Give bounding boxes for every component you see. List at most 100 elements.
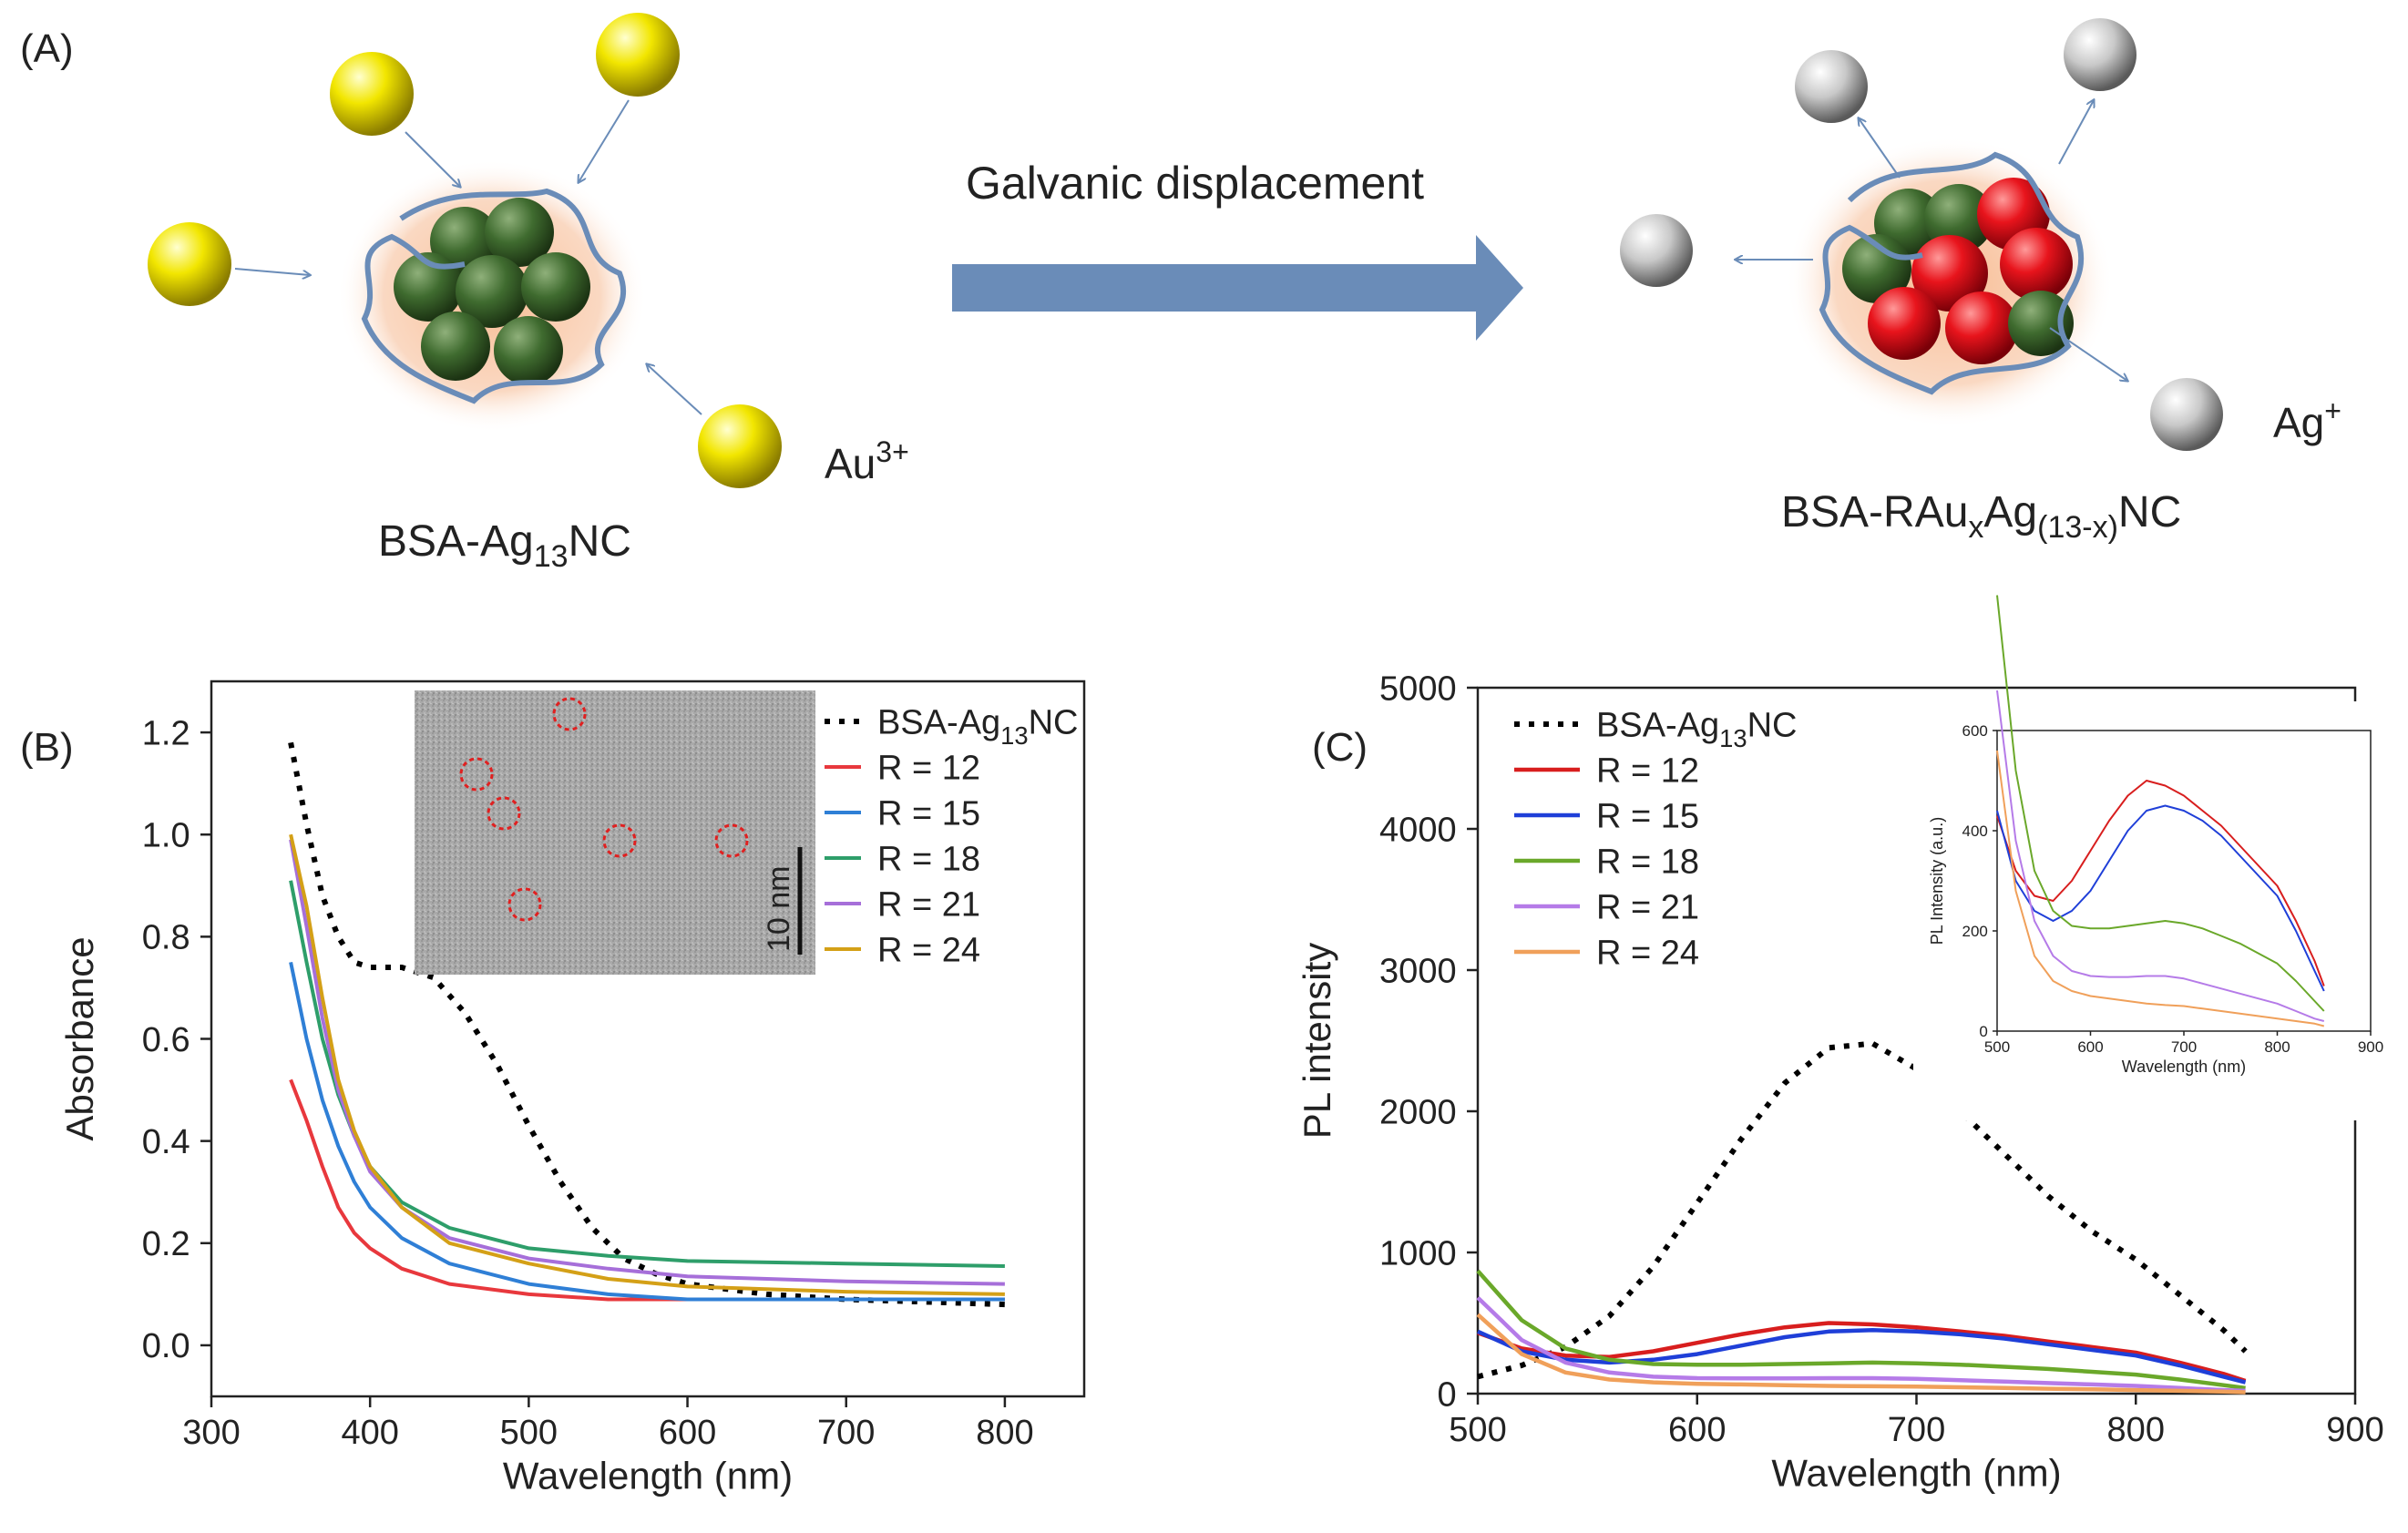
x-tick-label: 800 <box>2264 1038 2290 1056</box>
au-ion <box>330 52 414 136</box>
influx-arrow <box>647 364 702 415</box>
series-line <box>289 961 1005 1302</box>
x-tick-label: 900 <box>2358 1038 2383 1056</box>
tem-inset: 10 nm <box>415 690 815 975</box>
ag-atom <box>394 252 463 322</box>
galvanic-arrow <box>952 235 1523 341</box>
series-line <box>289 833 1005 1296</box>
y-tick-label: 0.8 <box>142 919 190 957</box>
legend-entry: R = 18 <box>877 841 980 879</box>
legend-entry: R = 12 <box>877 750 980 788</box>
series-line <box>1996 595 2325 1012</box>
au-atom <box>1911 235 1988 312</box>
panel-b-label: (B) <box>20 725 74 770</box>
au-atom <box>2000 228 2073 301</box>
x-tick-label: 600 <box>659 1414 716 1452</box>
legend-entry: R = 12 <box>1596 752 1699 791</box>
legend-entry: BSA-Ag13NC <box>877 704 1079 750</box>
series-line <box>1476 1313 2246 1395</box>
y-tick-label: 0.4 <box>142 1123 190 1161</box>
ag-atom <box>456 255 528 328</box>
x-tick-label: 500 <box>1984 1038 2010 1056</box>
y-tick-label: 0 <box>1979 1023 1987 1040</box>
legend-entry: R = 24 <box>877 932 980 970</box>
nanocluster-marker <box>507 887 542 922</box>
ag-atom <box>421 312 490 381</box>
legend-entry: R = 18 <box>1596 843 1699 882</box>
ag-atom <box>521 252 590 322</box>
y-axis-label: PL Intensity (a.u.) <box>1928 817 1946 945</box>
series-line <box>1996 804 2325 992</box>
auag-cluster <box>1786 137 2114 428</box>
series-line <box>1996 690 2325 1022</box>
nanocluster-marker <box>459 757 494 792</box>
x-tick-label: 900 <box>2326 1411 2383 1449</box>
panel-c-label: (C) <box>1312 725 1368 770</box>
bsa-protein-chain <box>361 188 627 404</box>
y-tick-label: 0.0 <box>142 1327 190 1365</box>
y-axis-label: Absorbance <box>58 936 101 1140</box>
y-tick-label: 400 <box>1962 823 1988 840</box>
au-atom <box>1945 291 2018 364</box>
legend-entry: R = 21 <box>1596 889 1699 927</box>
x-tick-label: 600 <box>2077 1038 2103 1056</box>
y-tick-label: 1000 <box>1379 1234 1457 1272</box>
legend-entry: R = 15 <box>1596 798 1699 836</box>
series-line <box>289 1078 1005 1302</box>
auag-cluster-label: BSA-RAuxAg(13-x)NC <box>1781 488 2181 545</box>
legend-entry: R = 24 <box>1596 935 1699 973</box>
y-tick-label: 1.0 <box>142 817 190 855</box>
ag-atom <box>2008 291 2074 356</box>
x-tick-label: 500 <box>1449 1411 1506 1449</box>
series-line <box>1476 1295 2246 1394</box>
x-tick-label: 700 <box>1888 1411 1945 1449</box>
ag-atom <box>494 316 563 385</box>
y-tick-label: 3000 <box>1379 952 1457 990</box>
absorbance-chart: (B) 300 400 500 600 700 800 0.0 0.2 0.4 0.6 0.8 1.0 1… <box>20 680 1086 1497</box>
x-tick-label: 300 <box>182 1414 240 1452</box>
y-tick-label: 5000 <box>1379 669 1457 708</box>
gold-ions <box>148 13 782 488</box>
y-tick-label: 2000 <box>1379 1093 1457 1131</box>
panel-a-label: (A) <box>20 26 74 71</box>
y-tick-label: 600 <box>1962 722 1988 740</box>
x-tick-label: 800 <box>2107 1411 2165 1449</box>
y-tick-label: 1.2 <box>142 714 190 752</box>
series-line <box>289 880 1005 1268</box>
y-tick-label: 4000 <box>1379 811 1457 849</box>
ag-atom <box>485 198 554 267</box>
x-tick-label: 700 <box>2171 1038 2197 1056</box>
y-tick-label: 0 <box>1437 1375 1456 1414</box>
x-tick-label: 600 <box>1668 1411 1726 1449</box>
series-line <box>1477 1328 2247 1385</box>
series-line <box>1477 1321 2247 1384</box>
y-tick-label: 0.6 <box>142 1021 190 1059</box>
inset-background <box>1913 701 2405 1120</box>
y-tick-label: 200 <box>1962 923 1988 940</box>
influx-arrow <box>579 99 630 182</box>
ag-ion-label: Ag+ <box>2273 394 2341 446</box>
x-axis-label: Wavelength (nm) <box>503 1454 793 1497</box>
galvanic-label: Galvanic displacement <box>966 158 1424 209</box>
efflux-arrow <box>2049 327 2127 381</box>
series-line <box>1996 780 2325 986</box>
x-axis-label: Wavelength (nm) <box>2122 1058 2246 1076</box>
nanocluster-marker <box>552 697 587 731</box>
au-atom <box>1868 287 1941 360</box>
tem-image <box>415 690 815 975</box>
ag13-cluster-label: BSA-Ag13NC <box>378 517 631 574</box>
au-ion-label: Au3+ <box>825 435 909 487</box>
au-ion <box>596 13 680 97</box>
influx-arrow <box>405 131 460 187</box>
scale-bar-label: 10 nm <box>762 866 796 953</box>
pl-chart: (C)500 600 700 800 900010002000300040005000W… <box>1296 669 2384 1494</box>
nanocluster-marker <box>714 823 749 858</box>
ag-atom <box>1842 234 1911 303</box>
series-line <box>1996 750 2325 1027</box>
au-ion <box>698 404 782 488</box>
au-ion <box>148 222 231 306</box>
x-tick-label: 800 <box>976 1414 1033 1452</box>
panel-a: (A) Au3+ BSA-Ag13NC Galva <box>20 13 2341 574</box>
x-tick-label: 500 <box>500 1414 558 1452</box>
